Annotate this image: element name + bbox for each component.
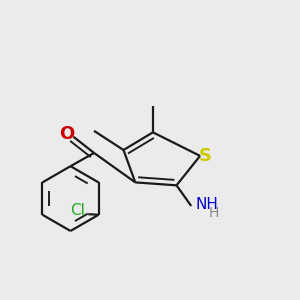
Text: O: O xyxy=(59,125,75,143)
Text: NH: NH xyxy=(196,197,218,212)
Text: S: S xyxy=(198,147,211,165)
Text: H: H xyxy=(209,206,219,220)
Text: Cl: Cl xyxy=(70,203,85,218)
